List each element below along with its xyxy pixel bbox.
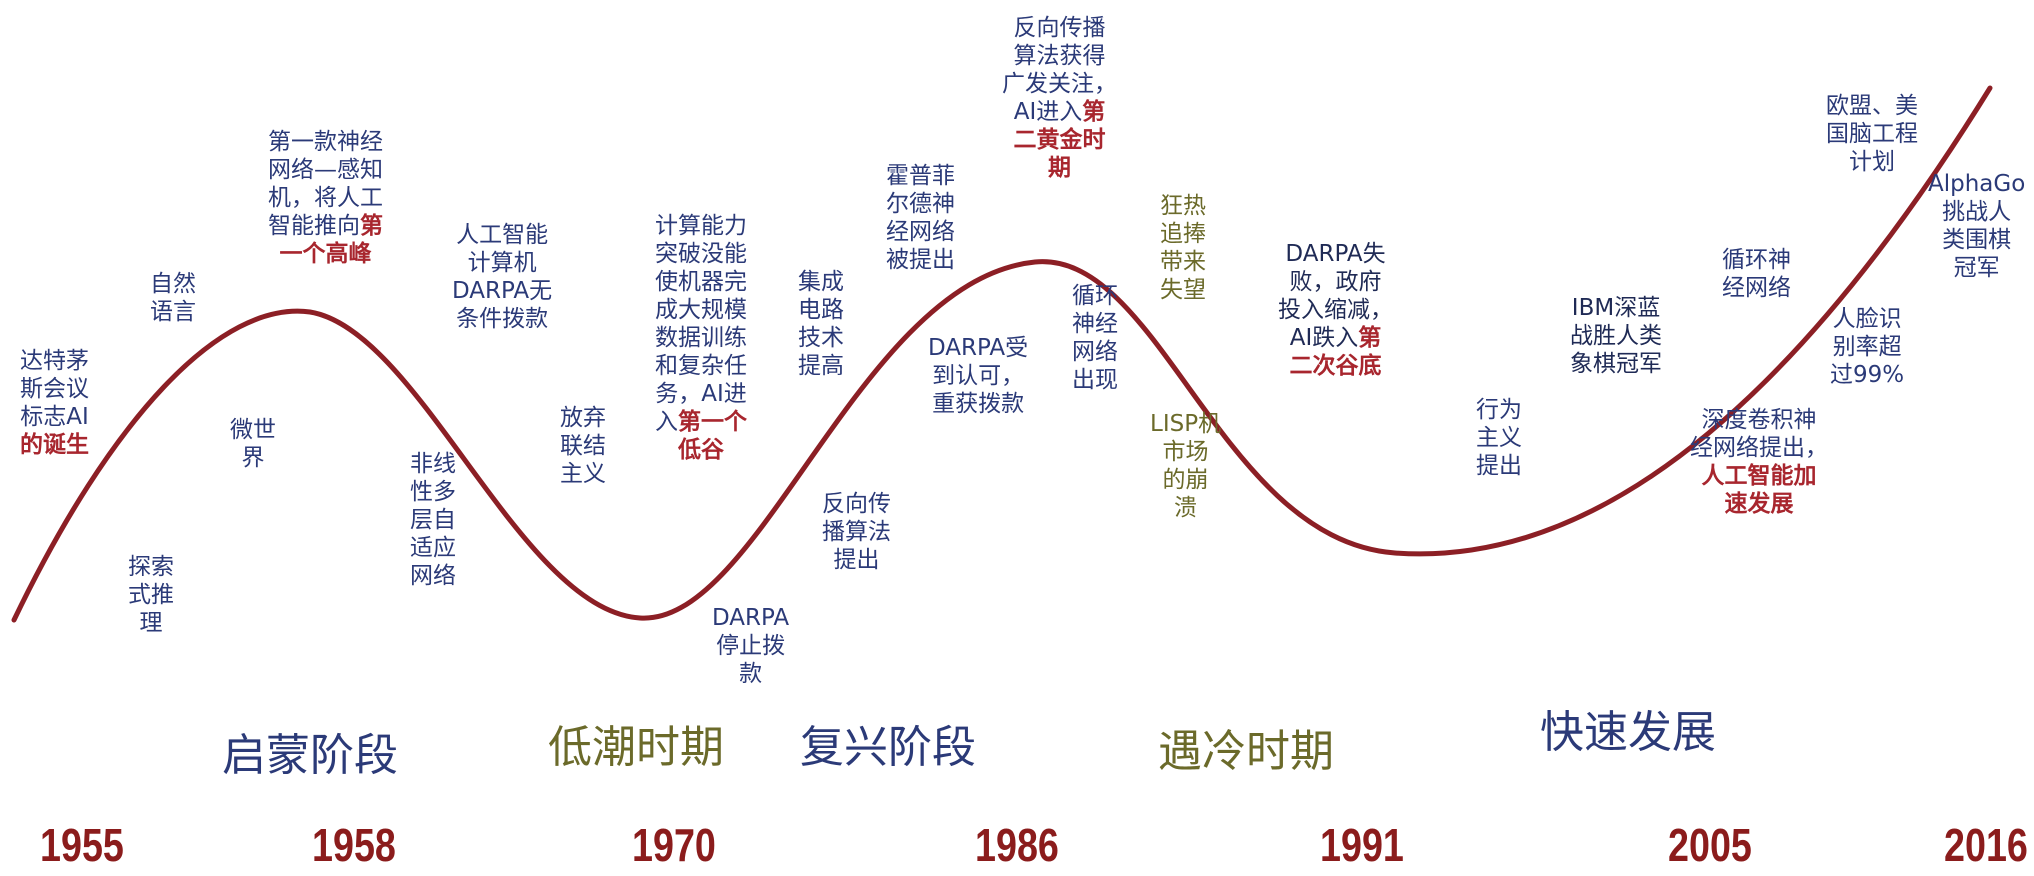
year-2016: 2016 xyxy=(1944,819,2028,871)
annotation-text: AlphaGo 挑战人 类围棋 冠军 xyxy=(1928,171,2026,281)
annotation-ibm-deep-blue: IBM深蓝 战胜人类 象棋冠军 xyxy=(1570,294,1662,378)
year-1991: 1991 xyxy=(1320,819,1404,871)
annotation-exploratory-reasoning: 探索 式推 理 xyxy=(128,553,174,637)
annotation-natural-language: 自然 语言 xyxy=(150,270,196,326)
annotation-text: 循环神 经网络 xyxy=(1722,247,1791,301)
annotation-dartmouth: 达特茅 斯会议 标志AI 的诞生 xyxy=(20,347,89,459)
annotation-text: DARPA失 败，政府 投入缩减， AI跌入 xyxy=(1278,241,1393,351)
annotation-text: 欧盟、美 国脑工程 计划 xyxy=(1826,93,1918,175)
annotation-face-recognition: 人脸识 别率超 过99% xyxy=(1830,305,1904,389)
annotation-text: IBM深蓝 战胜人类 象棋冠军 xyxy=(1570,295,1662,377)
annotation-darpa-stop: DARPA 停止拨 款 xyxy=(712,604,789,688)
annotation-backprop-attention: 反向传播 算法获得 广发关注， AI进入第 二黄金时 期 xyxy=(1002,14,1117,182)
annotation-text: 第一款神经 网络—感知 机，将人工 智能推向 xyxy=(268,129,383,239)
annotation-text: DARPA受 到认可， 重获拨款 xyxy=(928,335,1029,417)
year-1986: 1986 xyxy=(975,819,1059,871)
annotation-text: 集成 电路 技术 提高 xyxy=(798,269,844,379)
year-1955: 1955 xyxy=(40,819,124,871)
annotation-highlight: 一个高峰 xyxy=(279,241,372,267)
year-2005: 2005 xyxy=(1668,819,1752,871)
annotation-text: 达特茅 斯会议 标志AI xyxy=(20,348,89,430)
annotation-text: 计算能力 突破没能 使机器完 成大规模 数据训练 和复杂任 务，AI进 入 xyxy=(655,213,747,435)
annotation-text: 循环 神经 网络 出现 xyxy=(1072,283,1118,393)
annotation-text: 行为 主义 提出 xyxy=(1476,397,1522,479)
annotation-nonlinear-network: 非线 性多 层自 适应 网络 xyxy=(410,450,456,590)
annotation-alphago: AlphaGo 挑战人 类围棋 冠军 xyxy=(1928,170,2025,282)
annotation-brain-project: 欧盟、美 国脑工程 计划 xyxy=(1826,92,1918,176)
phase-cold-period: 遇冷时期 xyxy=(1158,726,1334,777)
annotation-darpa-failure: DARPA失 败，政府 投入缩减， AI跌入第 二次谷底 xyxy=(1278,240,1393,380)
annotation-text: 狂热 追捧 带来 失望 xyxy=(1160,193,1206,303)
annotation-text: 霍普菲 尔德神 经网络 被提出 xyxy=(886,163,955,273)
annotation-text: 探索 式推 理 xyxy=(128,554,174,636)
annotation-text: 放弃 联结 主义 xyxy=(560,405,606,487)
annotation-backprop-proposed: 反向传 播算法 提出 xyxy=(822,490,891,574)
annotation-text: 自然 语言 xyxy=(150,271,196,325)
annotation-perceptron: 第一款神经 网络—感知 机，将人工 智能推向第 一个高峰 xyxy=(268,128,383,268)
annotation-micro-world: 微世 界 xyxy=(230,416,276,472)
year-1958: 1958 xyxy=(312,819,396,871)
annotation-highlight: 二次谷底 xyxy=(1289,353,1382,379)
annotation-highlight: 的诞生 xyxy=(20,432,89,458)
annotation-highlight: 低谷 xyxy=(678,437,724,463)
annotation-hopfield: 霍普菲 尔德神 经网络 被提出 xyxy=(886,162,955,274)
phase-enlightenment: 启蒙阶段 xyxy=(222,730,398,781)
annotation-integrated-circuit: 集成 电路 技术 提高 xyxy=(798,268,844,380)
year-1970: 1970 xyxy=(632,819,716,871)
annotation-behaviorism: 行为 主义 提出 xyxy=(1476,396,1522,480)
annotation-text: 深度卷积神 经网络提出， xyxy=(1690,407,1828,461)
annotation-text: DARPA 停止拨 款 xyxy=(712,605,790,687)
annotation-highlight: 二黄金时 期 xyxy=(1013,127,1106,181)
annotation-computing-limits: 计算能力 突破没能 使机器完 成大规模 数据训练 和复杂任 务，AI进 入第一个… xyxy=(655,212,747,464)
development-curve-line xyxy=(11,85,1993,623)
annotation-text: 微世 界 xyxy=(230,417,276,471)
annotation-highlight: 第 xyxy=(360,213,383,239)
annotation-highlight: 第 xyxy=(1082,99,1106,125)
annotation-recurrent-network: 循环神 经网络 xyxy=(1722,246,1791,302)
annotation-highlight: 第 xyxy=(1358,325,1382,351)
annotation-deep-cnn: 深度卷积神 经网络提出， 人工智能加 速发展 xyxy=(1690,406,1828,518)
annotation-fanatic-disappointment: 狂热 追捧 带来 失望 xyxy=(1160,192,1206,304)
annotation-abandon-connectionism: 放弃 联结 主义 xyxy=(560,404,606,488)
phase-rapid-development: 快速发展 xyxy=(1540,707,1716,758)
annotation-text: 反向传播 算法获得 广发关注， AI进入 xyxy=(1002,15,1117,125)
annotation-highlight: 第一个 xyxy=(678,409,747,435)
annotation-recurrent-network-appears: 循环 神经 网络 出现 xyxy=(1072,282,1118,394)
phase-revival: 复兴阶段 xyxy=(800,722,976,773)
phase-low-tide: 低潮时期 xyxy=(548,722,724,773)
annotation-highlight: 人工智能加 速发展 xyxy=(1701,463,1817,517)
annotation-lisp-collapse: LISP机 市场 的崩 溃 xyxy=(1150,410,1221,522)
annotation-text: 人脸识 别率超 过99% xyxy=(1830,306,1905,388)
annotation-ai-computer: 人工智能 计算机 DARPA无 条件拨款 xyxy=(452,221,552,333)
annotation-text: 人工智能 计算机 DARPA无 条件拨款 xyxy=(452,222,553,332)
annotation-darpa-recognized: DARPA受 到认可， 重获拨款 xyxy=(928,334,1028,418)
annotation-text: LISP机 市场 的崩 溃 xyxy=(1150,411,1222,521)
annotation-text: 反向传 播算法 提出 xyxy=(822,491,891,573)
annotation-text: 非线 性多 层自 适应 网络 xyxy=(410,451,456,589)
